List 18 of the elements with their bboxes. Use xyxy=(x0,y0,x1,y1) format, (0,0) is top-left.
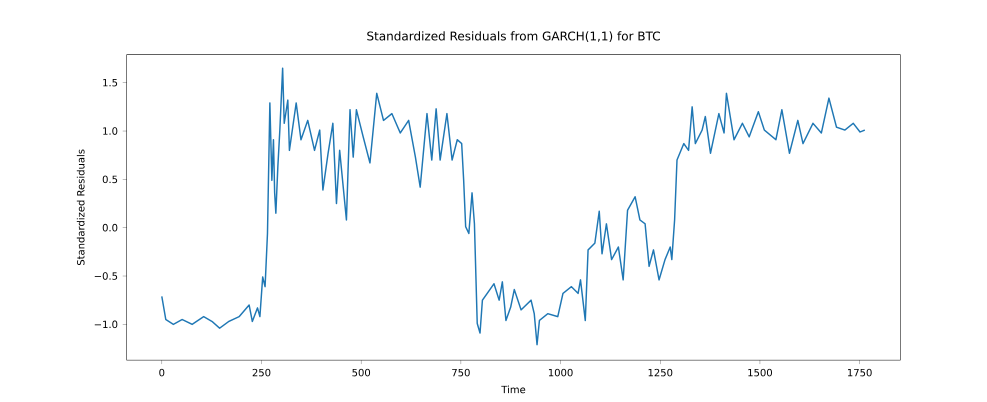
line-series xyxy=(161,67,866,346)
x-tick-label: 1500 xyxy=(748,368,772,376)
y-axis-title: Standardized Residuals xyxy=(76,149,85,265)
x-tick-label: 1750 xyxy=(848,368,872,376)
chart-title: Standardized Residuals from GARCH(1,1) for BTC xyxy=(367,31,660,42)
x-tick-label: 750 xyxy=(452,368,470,376)
x-tick-label: 0 xyxy=(159,368,164,376)
x-tick-label: 1000 xyxy=(548,368,573,376)
x-tick-label: 250 xyxy=(252,368,270,376)
y-tick-label: 0.0 xyxy=(102,224,118,232)
y-tick-label: −0.5 xyxy=(94,272,118,280)
y-tick-label: 1.5 xyxy=(103,78,118,86)
y-tick-label: −1.0 xyxy=(94,320,118,328)
x-axis-title: Time xyxy=(501,385,526,394)
x-tick-label: 500 xyxy=(352,368,370,376)
y-tick-label: 1.0 xyxy=(103,127,118,135)
y-tick-label: 0.5 xyxy=(102,176,118,184)
x-tick-label: 1250 xyxy=(648,368,672,376)
